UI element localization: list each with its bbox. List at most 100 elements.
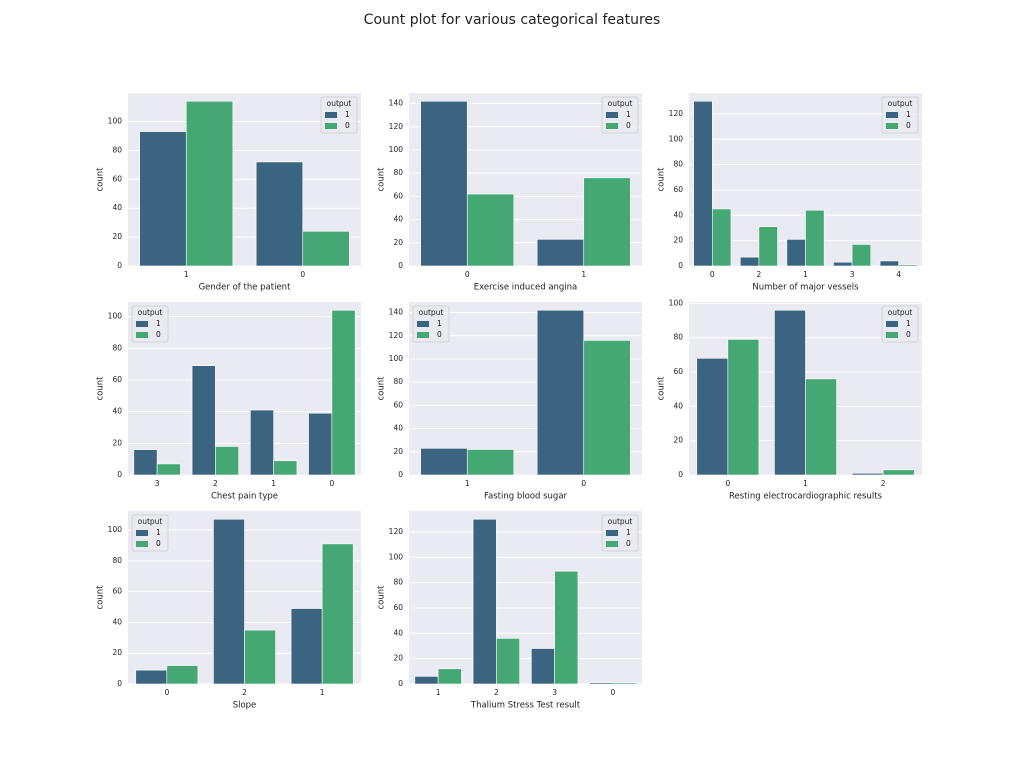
x-tick-label: 3 <box>850 270 855 279</box>
bar <box>135 669 168 685</box>
bar <box>273 460 298 476</box>
y-tick-label: 100 <box>389 552 404 561</box>
bar <box>472 518 497 685</box>
bar <box>851 472 884 476</box>
x-axis-label: Chest pain type <box>211 492 278 502</box>
legend-label: 0 <box>156 539 161 548</box>
y-tick-label: 60 <box>673 185 683 194</box>
x-tick-label: 0 <box>725 479 730 488</box>
y-tick-label: 80 <box>393 578 403 587</box>
x-tick-label: 2 <box>757 270 762 279</box>
bar <box>589 682 614 685</box>
legend-title: output <box>138 308 163 317</box>
y-axis-label: count <box>657 376 667 401</box>
legend-title: output <box>419 308 444 317</box>
legend-label: 0 <box>906 121 911 130</box>
y-tick-label: 100 <box>108 525 123 534</box>
bar <box>437 668 462 685</box>
y-tick-label: 80 <box>393 377 403 386</box>
x-tick-label: 0 <box>581 479 586 488</box>
y-tick-label: 20 <box>393 447 403 456</box>
bar <box>554 570 579 685</box>
legend-title: output <box>888 99 913 108</box>
y-tick-label: 40 <box>112 617 122 626</box>
bar <box>536 309 585 476</box>
y-tick-label: 80 <box>393 168 403 177</box>
bar <box>711 208 732 267</box>
bar <box>290 608 323 685</box>
y-tick-label: 60 <box>112 174 122 183</box>
legend-swatch <box>606 112 618 118</box>
y-axis-label: count <box>377 167 387 192</box>
x-tick-label: 1 <box>436 688 441 697</box>
legend-title: output <box>888 308 913 317</box>
legend-label: 1 <box>626 110 631 119</box>
y-tick-label: 120 <box>389 122 404 131</box>
y-tick-label: 80 <box>112 343 122 352</box>
y-axis-label: count <box>657 167 667 192</box>
y-tick-label: 20 <box>112 438 122 447</box>
legend-label: 0 <box>156 330 161 339</box>
bar <box>308 412 333 476</box>
y-tick-label: 120 <box>389 527 404 536</box>
legend-title: output <box>327 99 352 108</box>
legend-label: 1 <box>345 110 350 119</box>
y-tick-label: 40 <box>673 210 683 219</box>
legend-label: 1 <box>156 528 161 537</box>
y-tick-label: 100 <box>669 134 684 143</box>
bar <box>833 261 853 267</box>
x-tick-label: 0 <box>300 270 305 279</box>
y-tick-label: 40 <box>393 215 403 224</box>
y-tick-label: 100 <box>669 298 684 307</box>
bar <box>302 231 350 267</box>
x-tick-label: 0 <box>610 688 615 697</box>
bar <box>536 239 585 267</box>
bar <box>213 518 245 685</box>
bar <box>139 131 187 267</box>
legend-label: 1 <box>906 319 911 328</box>
y-tick-label: 0 <box>398 261 403 270</box>
bar <box>191 365 216 476</box>
x-axis-label: Fasting blood sugar <box>484 492 568 502</box>
x-tick-label: 2 <box>494 688 499 697</box>
legend-label: 1 <box>437 319 442 328</box>
bar <box>879 260 899 267</box>
y-axis-label: count <box>377 585 387 610</box>
legend-swatch <box>325 112 337 118</box>
x-axis-label: Gender of the patient <box>199 283 291 293</box>
bar <box>215 446 239 476</box>
legend-swatch <box>136 332 148 338</box>
legend-title: output <box>138 517 163 526</box>
y-tick-label: 0 <box>117 470 122 479</box>
y-tick-label: 120 <box>669 109 684 118</box>
y-tick-label: 80 <box>112 145 122 154</box>
x-tick-label: 4 <box>896 270 901 279</box>
bar <box>321 543 354 685</box>
x-tick-label: 1 <box>581 270 586 279</box>
x-tick-label: 1 <box>803 270 808 279</box>
y-tick-label: 60 <box>112 375 122 384</box>
bar <box>583 177 631 267</box>
y-tick-label: 120 <box>389 331 404 340</box>
y-axis-label: count <box>377 376 387 401</box>
bar <box>583 340 631 476</box>
y-tick-label: 80 <box>112 556 122 565</box>
y-tick-label: 80 <box>673 333 683 342</box>
y-tick-label: 20 <box>393 238 403 247</box>
legend-label: 0 <box>906 330 911 339</box>
bar <box>420 100 468 267</box>
x-tick-label: 3 <box>552 688 557 697</box>
bar <box>727 339 760 476</box>
bar <box>185 100 234 267</box>
legend-label: 1 <box>626 528 631 537</box>
legend-label: 0 <box>437 330 442 339</box>
x-tick-label: 0 <box>465 270 470 279</box>
bar <box>612 682 637 685</box>
bar <box>466 449 515 476</box>
y-tick-label: 20 <box>673 436 683 445</box>
bar <box>786 239 806 267</box>
x-axis-label: Slope <box>233 701 257 711</box>
figure-title: Count plot for various categorical featu… <box>364 12 661 28</box>
x-tick-label: 1 <box>803 479 808 488</box>
